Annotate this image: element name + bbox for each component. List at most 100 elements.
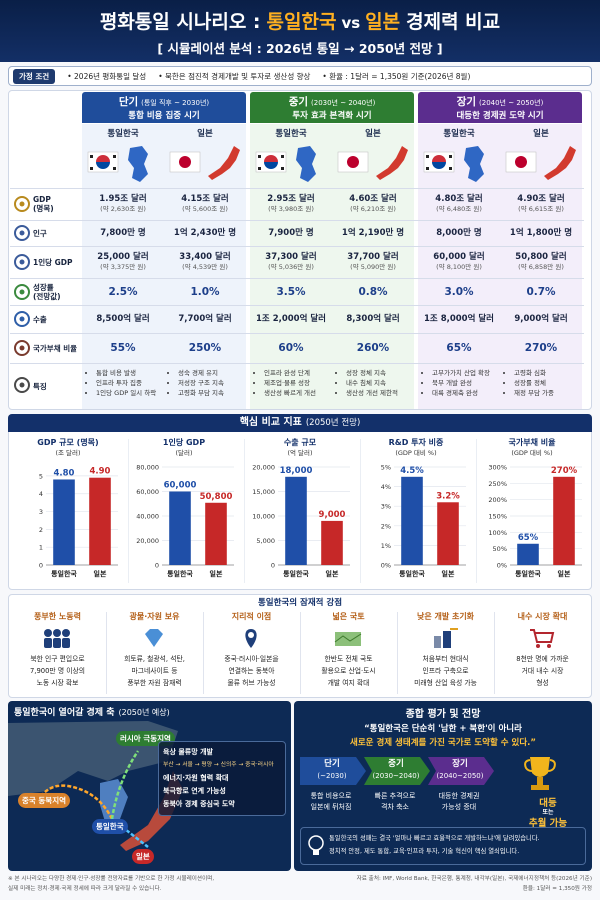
y-tick-label: 3% xyxy=(381,503,391,511)
table-cell: 2.5% xyxy=(82,278,164,305)
outlook-quote: “통일한국은 단순히 '남한 + 북한'이 아니라 xyxy=(364,724,522,734)
flag-trigram xyxy=(449,155,452,158)
feature-list: 성장 정체 지속내수 침체 지속생산성 개선 제한적 xyxy=(336,368,424,406)
feature-item: 저성장 구조 지속 xyxy=(178,378,256,388)
cell-value: 4.60조 달러 xyxy=(349,194,397,204)
cell-value: 25,000 달러 xyxy=(97,252,149,262)
x-tick-label: 통일한국 xyxy=(283,569,309,578)
country-name: 통일한국 xyxy=(107,129,139,139)
table-cell: 50,800 달러 (약 6,858만 원) xyxy=(500,246,582,278)
feature-item: 대륙 경제축 완성 xyxy=(432,388,510,398)
cell-value: 1억 1,800만 명 xyxy=(509,228,573,238)
feature-item: 인프라 투자 집중 xyxy=(96,378,174,388)
table-cell: 260% xyxy=(332,333,414,363)
feature-item: 고부가가치 산업 확장 xyxy=(432,368,510,378)
value-label: 3.2% xyxy=(436,491,460,501)
cell-value: 1.0% xyxy=(190,285,220,298)
strength-desc: 처음부터 현대식 xyxy=(422,655,469,663)
cell-subvalue: (약 4,539만 원) xyxy=(182,263,228,271)
y-tick-label: 2% xyxy=(381,522,391,530)
x-tick-label: 일본 xyxy=(210,569,223,578)
cell-subvalue: (약 3,980조 원) xyxy=(268,205,314,213)
row-icon-shape xyxy=(19,230,25,236)
row-icon-shape xyxy=(14,377,30,393)
icon-part xyxy=(245,629,257,648)
result-text: 대등 xyxy=(539,798,557,809)
table-cell: 1억 2,190만 명 xyxy=(332,220,414,246)
table-cell: 7,800만 명 xyxy=(82,220,164,246)
map-shape xyxy=(464,146,484,182)
phase-header: 장기 (2040년 ~ 2050년) 대등한 경제권 도약 시기 xyxy=(418,92,582,123)
item-divider xyxy=(494,612,495,694)
strength-icon xyxy=(434,628,458,648)
chart-subtitle: (억 달러) xyxy=(287,448,312,457)
phase-period: (2030년 ~ 2040년) xyxy=(311,99,376,107)
row-icon-shape xyxy=(14,196,30,212)
flag-trigram xyxy=(449,167,452,170)
trophy-handle xyxy=(524,759,556,772)
cell-value: 9,000억 달러 xyxy=(514,314,568,324)
value-label: 9,000 xyxy=(319,510,346,520)
feature-list: 인프라 완성 단계제조업·물류 성장생산성 빠르게 개선 xyxy=(254,368,342,406)
flag-taeguk xyxy=(432,162,446,169)
cell-subvalue: (약 6,480조 원) xyxy=(436,205,482,213)
strength-desc: 연결하는 동북아 xyxy=(228,667,275,675)
y-tick-label: 80,000 xyxy=(136,464,159,472)
feature-item: 성장률 정체 xyxy=(514,378,592,388)
y-tick-label: 60,000 xyxy=(136,488,159,496)
map-point: 에너지·자원 협력 확대 xyxy=(163,774,229,782)
phase-title-line: 단기 (통일 직후 ~ 2030년) xyxy=(82,94,246,109)
y-tick-label: 5 xyxy=(39,472,43,480)
feature-list: 통합 비용 발생인프라 투자 집중1인당 GDP 일시 하락 xyxy=(86,368,174,406)
y-tick-label: 1 xyxy=(39,544,43,552)
icon-part xyxy=(530,629,555,643)
row-icon-shape xyxy=(14,254,30,270)
table-cell: 0.7% xyxy=(500,278,582,305)
row-icon-shape xyxy=(14,311,30,327)
step-period: (2040~2050) xyxy=(436,772,484,780)
strength-name: 낮은 개발 초기화 xyxy=(416,612,475,621)
disclaimer: ※ 본 시나리오는 다양한 경제·인구·성장률 전망자료를 기반으로 한 가정 … xyxy=(8,876,215,882)
x-tick-label: 통일한국 xyxy=(399,569,425,578)
title: 평화통일 시나리오 : 통일한국 vs 일본 경제력 비교 xyxy=(0,7,600,34)
table-cell: 55% xyxy=(82,333,164,363)
note-line: 정치적 안정, 제도 통합, 교육·인프라 투자, 기술 혁신이 핵심 열쇠입니… xyxy=(329,848,520,855)
chart: 국가부채 비율(GDP 대비 %) 0% 50% 100% 150% 200% 250% 30… xyxy=(476,437,582,583)
item-divider xyxy=(397,612,398,694)
cell-value: 3.0% xyxy=(444,285,474,298)
step-desc: 대등한 경제권 xyxy=(438,792,480,800)
cell-value: 65% xyxy=(446,342,472,354)
feature-item: 고령화 부담 지속 xyxy=(178,388,256,398)
cell-subvalue: (약 6,615조 원) xyxy=(518,205,564,213)
chart-subtitle: (달러) xyxy=(175,448,192,457)
strength-desc: 8천만 명에 가까운 xyxy=(516,655,569,663)
row-sublabel: (명목) xyxy=(33,204,54,213)
row-label-text: GDP xyxy=(33,195,51,204)
trophy-base xyxy=(537,777,543,785)
flag xyxy=(423,146,484,182)
title-part: 평화통일 시나리오 : xyxy=(99,11,261,33)
outlook-panel: 종합 평가 및 전망 “통일한국은 단순히 '남한 + 북한'이 아니라 새로운 경… xyxy=(294,701,592,871)
flag xyxy=(337,146,408,180)
assumption-item: • 2026년 평화통일 달성 xyxy=(67,71,147,81)
table-cell: 4.80조 달러 (약 6,480조 원) xyxy=(418,188,500,220)
row-icon-shape xyxy=(19,316,25,322)
icon-part xyxy=(53,638,61,648)
flag xyxy=(255,146,316,182)
step-label: 단기 (~2030) xyxy=(304,758,360,782)
chart: 수출 규모(억 달러) 0 5,000 10,000 15,000 20,000 18,00… xyxy=(244,437,350,583)
cell-subvalue: (약 8,100만 원) xyxy=(436,263,482,271)
icon-part xyxy=(443,631,451,648)
title-part: 통일한국 xyxy=(266,11,337,33)
strength-name: 넓은 국토 xyxy=(332,612,365,621)
cell-value: 1억 2,190만 명 xyxy=(341,228,405,238)
step-shape xyxy=(428,757,494,785)
cell-value: 7,700억 달러 xyxy=(178,314,232,324)
x-tick-label: 통일한국 xyxy=(515,569,541,578)
strength-desc: 풍부한 자원 잠재력 xyxy=(127,679,182,687)
y-tick-label: 10,000 xyxy=(252,513,275,521)
value-label: 65% xyxy=(518,533,539,543)
phase-period: (2040년 ~ 2050년) xyxy=(479,99,544,107)
cell-value: 0.8% xyxy=(358,285,388,298)
